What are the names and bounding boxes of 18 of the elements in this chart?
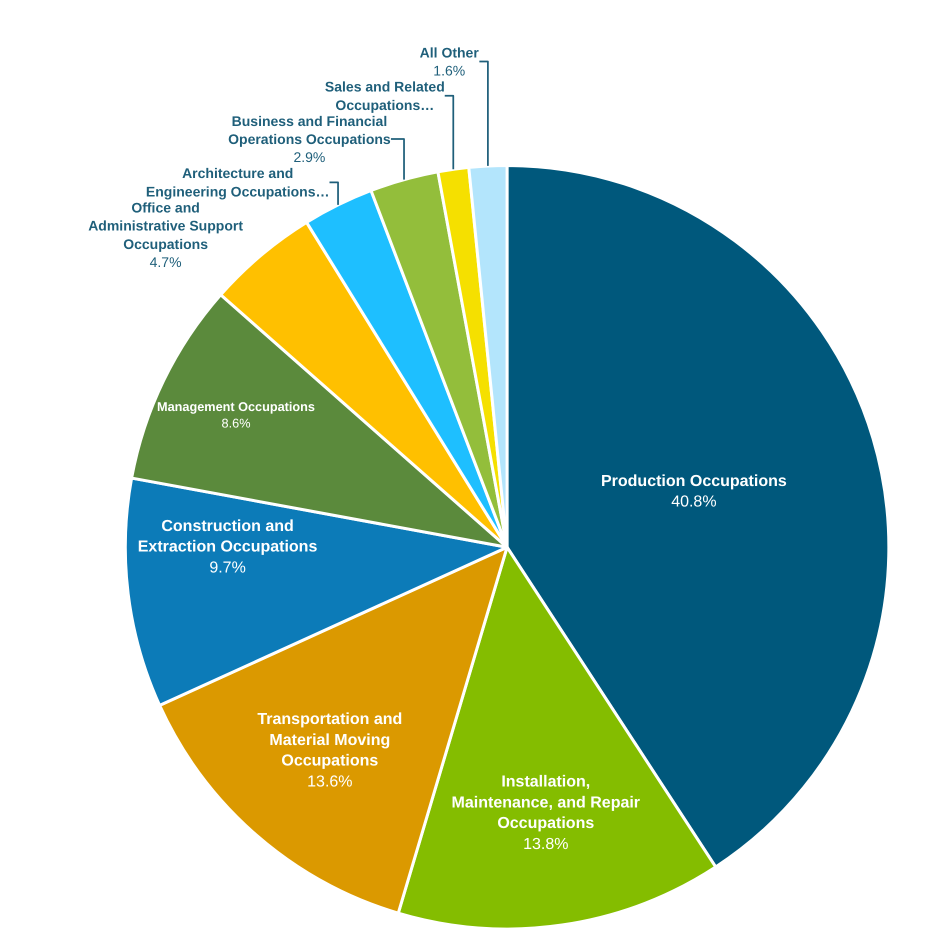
slice-label: Transportation and Material Moving Occupations	[257, 711, 402, 770]
slice-label: Business and Financial Operations Occupations	[228, 112, 391, 148]
slice-label: All Other	[420, 44, 480, 60]
data-label: 2.9%	[293, 149, 326, 166]
data-label: 4.7%	[150, 254, 182, 270]
slice-label: Installation, Maintenance, and Repair Occupations	[452, 774, 640, 832]
slice-label: Construction and Extraction Occupations	[138, 518, 318, 556]
data-label: 40.8%	[671, 494, 717, 511]
slice-label: Architecture and Engineering Occupations…	[146, 165, 330, 200]
slice-label: Office and Administrative Support Occupations	[88, 199, 244, 252]
data-label: 1.6%	[433, 62, 466, 79]
data-label: 8.6%	[222, 416, 250, 430]
slice-label: Production Occupations	[600, 472, 787, 490]
data-label: 13.6%	[307, 774, 353, 791]
slice-label: Management Occupations	[157, 400, 315, 414]
data-label: 13.8%	[523, 836, 568, 853]
data-label: 9.7%	[209, 560, 246, 577]
slice-label: Sales and Related Occupations…	[324, 78, 445, 113]
